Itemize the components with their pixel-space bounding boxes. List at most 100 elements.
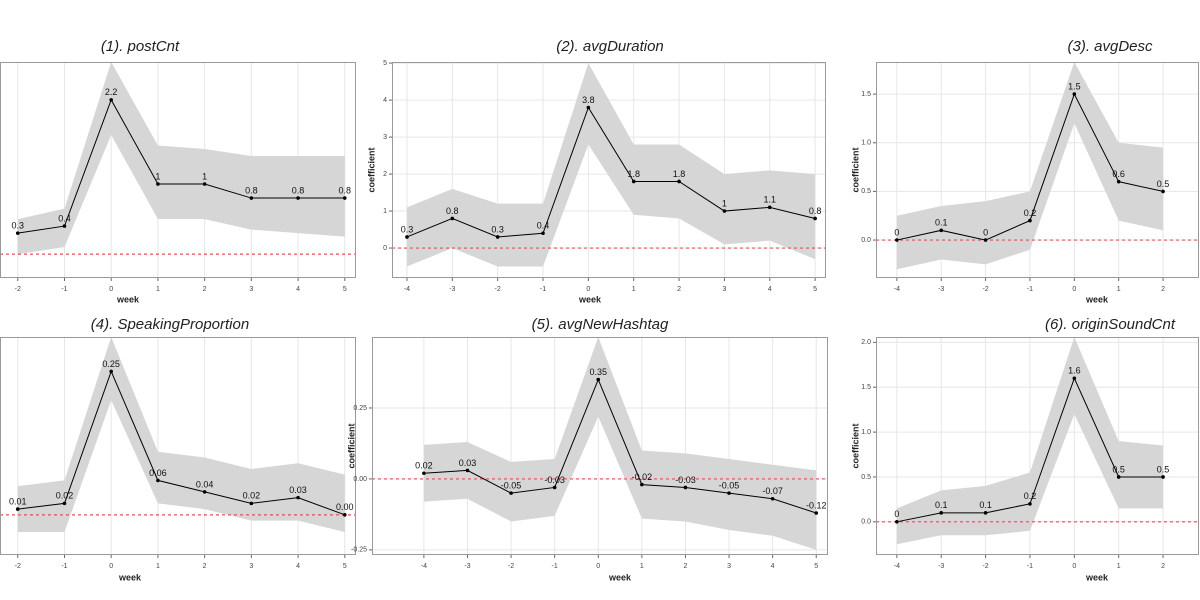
x-tick-label: 1	[156, 286, 160, 293]
y-axis-label: coefficient	[366, 147, 376, 192]
point	[202, 490, 207, 494]
x-axis-label: week	[1085, 572, 1109, 582]
value-label: 0	[894, 227, 899, 237]
x-tick-label: 1	[640, 563, 644, 570]
x-tick-label: 2	[677, 286, 681, 293]
x-tick-label: 3	[722, 286, 726, 293]
point	[202, 182, 207, 186]
point	[767, 205, 772, 210]
point	[677, 179, 681, 184]
x-tick-label: -4	[404, 286, 410, 293]
point	[1116, 475, 1121, 479]
x-tick-label: -2	[508, 563, 514, 570]
point	[552, 485, 557, 490]
point	[683, 485, 688, 490]
confidence-band	[406, 63, 816, 267]
point	[15, 507, 20, 511]
panel: 0.01 0.02 0.25 0.06 0.04 0.02 0.03 0.00 -2 -1 0 1 2 3…	[0, 316, 356, 582]
point	[296, 196, 300, 200]
panel: 0 0.1 0.1 0.2 1.6 0.5 0.5 -4 -3 -2 -1 0 1 2 0.0 0.5 1.0 1…	[850, 316, 1199, 582]
value-label: 0.06	[149, 468, 167, 478]
value-label: 0.4	[58, 213, 71, 223]
coefficient-line	[17, 370, 345, 516]
point	[1116, 179, 1121, 184]
x-tick-label: 2	[203, 286, 207, 293]
point	[631, 179, 636, 184]
x-tick-label: 0	[1072, 286, 1076, 293]
x-tick-label: -4	[421, 563, 427, 570]
x-tick-label: -2	[982, 563, 988, 570]
value-label: 0.8	[292, 185, 305, 195]
value-label: 1.5	[1068, 81, 1081, 91]
x-tick-label: 1	[156, 563, 160, 570]
y-tick-label: 1.5	[861, 384, 871, 391]
y-axis-label: coefficient	[346, 423, 356, 468]
point	[983, 511, 988, 515]
value-label: 0.5	[1157, 464, 1170, 474]
value-label: 0.8	[446, 206, 459, 216]
value-label: 0.8	[245, 185, 258, 195]
value-label: 3.8	[582, 95, 595, 105]
panel-title: (3). avgDesc	[1067, 38, 1153, 55]
point	[1072, 376, 1077, 381]
y-tick-label: 1.0	[861, 140, 871, 147]
point	[342, 513, 347, 517]
y-tick-label: 4	[383, 97, 387, 104]
point	[939, 228, 944, 233]
value-label: 0.02	[243, 491, 261, 501]
value-label: 0.03	[289, 485, 307, 495]
x-tick-label: -4	[894, 563, 900, 570]
value-label: 0.35	[589, 367, 607, 377]
x-tick-label: -2	[15, 563, 21, 570]
point	[62, 501, 67, 506]
x-tick-label: 1	[632, 286, 636, 293]
point	[15, 231, 20, 235]
value-label: 0.00	[336, 502, 354, 512]
value-label: 0.5	[1112, 464, 1125, 474]
point	[109, 369, 113, 374]
panel: 0.3 0.8 0.3 0.4 3.8 1.8 1.8 1 1.1 0.8 -4 -3 -2 -1 0 1 2 3…	[366, 38, 826, 304]
value-label: 0	[983, 227, 988, 237]
x-tick-label: 3	[727, 563, 731, 570]
value-label: 0.2	[1024, 208, 1037, 218]
value-label: 0.02	[415, 461, 433, 471]
value-label: -0.03	[544, 475, 565, 485]
value-label: 0.1	[979, 500, 992, 510]
value-label: 0.8	[809, 206, 822, 216]
confidence-band	[17, 62, 345, 255]
point	[813, 216, 817, 221]
x-tick-label: -3	[938, 563, 944, 570]
value-label: 0.2	[1024, 491, 1037, 501]
value-label: 0.1	[935, 218, 948, 228]
x-tick-label: -1	[1027, 563, 1033, 570]
point	[1161, 475, 1165, 479]
panel-title: (5). avgNewHashtag	[532, 316, 669, 333]
x-tick-label: -1	[552, 563, 558, 570]
point	[109, 98, 113, 102]
point	[1028, 218, 1032, 223]
x-tick-label: -2	[15, 286, 21, 293]
point	[895, 238, 899, 242]
y-axis-label: coefficient	[850, 423, 860, 468]
y-tick-label: 0.00	[353, 476, 367, 483]
y-tick-label: 0.25	[353, 405, 367, 412]
x-tick-label: 2	[203, 563, 207, 570]
point	[156, 182, 160, 186]
point	[1072, 92, 1077, 96]
plot-frame	[0, 337, 356, 555]
x-tick-label: -1	[540, 286, 546, 293]
value-label: 1.8	[673, 169, 686, 179]
value-label: 0.04	[196, 479, 214, 489]
point	[814, 511, 819, 515]
coefficient-line	[406, 106, 816, 238]
y-tick-label: 0	[383, 245, 387, 252]
point	[422, 471, 426, 476]
x-tick-label: -1	[1027, 286, 1033, 293]
x-tick-label: 2	[1161, 286, 1165, 293]
y-tick-label: 3	[383, 134, 387, 141]
y-tick-label: 1.5	[861, 91, 871, 98]
x-tick-label: 0	[1072, 563, 1076, 570]
y-axis-label: coefficient	[850, 147, 860, 192]
